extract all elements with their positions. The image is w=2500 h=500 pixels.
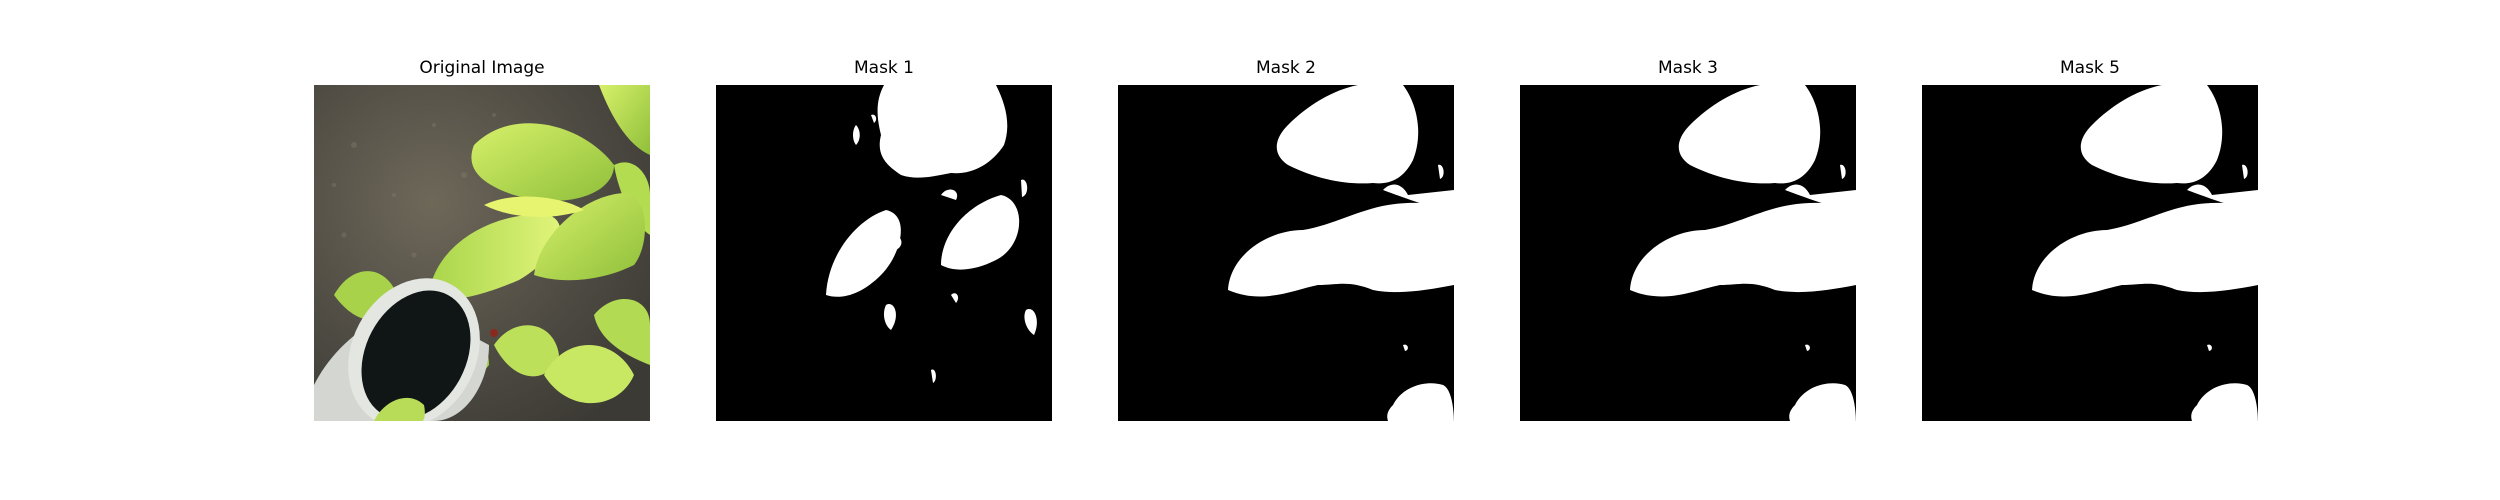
- panel-title: Original Image: [419, 58, 545, 78]
- panel-title: Mask 2: [1255, 58, 1316, 78]
- mask-5: [1922, 85, 2258, 421]
- mask-image: [1922, 85, 2258, 421]
- panel-title: Mask 3: [1657, 58, 1718, 78]
- mask-1: [716, 85, 1052, 421]
- mask-3: [1520, 85, 1856, 421]
- mask-image: [1520, 85, 1856, 421]
- mask-2: [1118, 85, 1454, 421]
- original-image: [314, 85, 650, 421]
- plant-photo: [314, 85, 650, 421]
- mask-image: [716, 85, 1052, 421]
- panel-title: Mask 5: [2059, 58, 2120, 78]
- mask-image: [1118, 85, 1454, 421]
- panel-title: Mask 1: [853, 58, 914, 78]
